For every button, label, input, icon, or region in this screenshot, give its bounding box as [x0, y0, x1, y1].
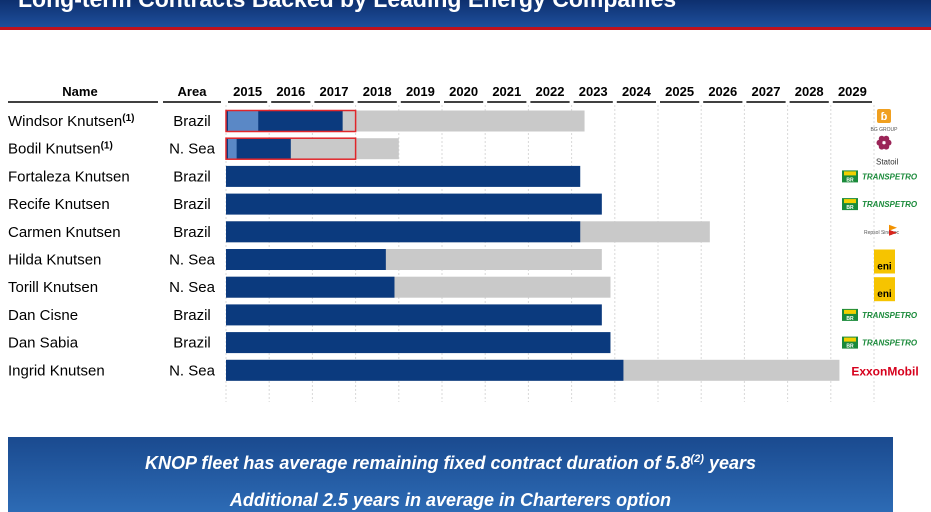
- page-title: Long-term Contracts Backed by Leading En…: [18, 0, 676, 13]
- statoil-logo-petal: [883, 143, 890, 150]
- bg-logo-mark: [877, 109, 891, 123]
- vessel-area: Brazil: [173, 113, 211, 130]
- vessel-name: Bodil Knutsen(1): [8, 141, 113, 158]
- vessel-name: Torill Knutsen: [8, 279, 98, 296]
- year-label: 2024: [622, 84, 652, 99]
- elapsed-period-bar: [228, 138, 237, 160]
- year-label: 2020: [449, 84, 478, 99]
- summary-line-1: KNOP fleet has average remaining fixed c…: [145, 453, 756, 473]
- statoil-logo-text: Statoil: [876, 158, 898, 167]
- year-label: 2027: [752, 84, 781, 99]
- year-label: 2029: [838, 84, 867, 99]
- vessel-name: Ingrid Knutsen: [8, 362, 105, 379]
- column-header-area: Area: [178, 84, 208, 99]
- year-label: 2019: [406, 84, 435, 99]
- vessel-name: Carmen Knutsen: [8, 224, 121, 241]
- year-label: 2017: [320, 84, 349, 99]
- firm-period-bar: [226, 138, 291, 160]
- firm-period-bar: [226, 165, 581, 187]
- year-label: 2015: [233, 84, 262, 99]
- transpetro-logo-br: BR: [846, 344, 854, 350]
- vessel-name: Hilda Knutsen: [8, 252, 101, 269]
- firm-period-bar: [226, 276, 395, 298]
- bg-logo-text: BG GROUP: [871, 127, 899, 133]
- year-label: 2018: [363, 84, 392, 99]
- vessel-name: Dan Cisne: [8, 307, 78, 324]
- header-bar: Long-term Contracts Backed by Leading En…: [0, 0, 931, 27]
- firm-period-bar: [226, 221, 581, 243]
- transpetro-logo-stripe: [844, 309, 856, 314]
- transpetro-logo-text: TRANSPETRO: [862, 172, 918, 181]
- transpetro-logo-text: TRANSPETRO: [862, 311, 918, 320]
- header-divider: [0, 27, 931, 30]
- transpetro-logo-stripe: [844, 199, 856, 204]
- transpetro-logo-stripe: [844, 337, 856, 342]
- year-label: 2025: [665, 84, 694, 99]
- summary-box: KNOP fleet has average remaining fixed c…: [8, 437, 893, 512]
- vessel-area: Brazil: [173, 196, 211, 213]
- vessel-area: Brazil: [173, 168, 211, 185]
- column-header-name: Name: [62, 84, 97, 99]
- firm-period-bar: [226, 249, 386, 270]
- statoil-logo-petal: [878, 135, 885, 142]
- transpetro-logo-br: BR: [846, 316, 854, 322]
- vessel-area: Brazil: [173, 224, 211, 241]
- vessel-area: N. Sea: [169, 362, 216, 379]
- eni-logo-text: eni: [877, 262, 892, 273]
- firm-period-bar: [226, 332, 611, 354]
- year-label: 2028: [795, 84, 824, 99]
- elapsed-period-bar: [228, 110, 259, 132]
- statoil-logo-petal: [883, 135, 890, 142]
- firm-period-bar: [226, 359, 624, 381]
- firm-period-bar: [226, 193, 602, 215]
- vessel-name: Dan Sabia: [8, 335, 79, 352]
- vessel-area: N. Sea: [169, 279, 216, 296]
- repsol-logo-text: Repsol Sinopec: [864, 230, 900, 236]
- highlight-frame: [225, 137, 357, 160]
- eni-logo-mark: [874, 277, 895, 302]
- bg-logo-glyph: ɓ: [881, 111, 888, 123]
- highlight-frame: [225, 109, 357, 133]
- repsol-logo-mark-2: [889, 229, 897, 236]
- vessel-area: Brazil: [173, 335, 211, 352]
- transpetro-logo-stripe: [844, 171, 856, 176]
- year-label: 2026: [708, 84, 737, 99]
- summary-line-2: Additional 2.5 years in average in Chart…: [229, 490, 672, 510]
- eni-logo-text: eni: [877, 289, 892, 300]
- vessel-area: N. Sea: [169, 141, 216, 158]
- eni-logo-mark: [874, 249, 895, 274]
- year-label: 2022: [536, 84, 565, 99]
- vessel-name: Fortaleza Knutsen: [8, 168, 130, 185]
- transpetro-logo-br: BR: [846, 205, 854, 211]
- repsol-logo-mark: [889, 224, 897, 231]
- firm-period-bar: [226, 304, 602, 326]
- transpetro-logo-br: BR: [846, 177, 854, 183]
- transpetro-logo-text: TRANSPETRO: [862, 200, 918, 209]
- vessel-area: N. Sea: [169, 252, 216, 269]
- transpetro-logo-text: TRANSPETRO: [862, 339, 918, 348]
- year-label: 2021: [492, 84, 521, 99]
- contract-chart: Name Area 2015 2016 2017 2018 2019 2020 2021 2022…: [8, 84, 919, 402]
- vessel-area: Brazil: [173, 307, 211, 324]
- exxonmobil-logo-text: ExxonMobil: [851, 364, 918, 378]
- year-label: 2016: [276, 84, 305, 99]
- vessel-name: Recife Knutsen: [8, 196, 110, 213]
- year-label: 2023: [579, 84, 608, 99]
- vessel-name: Windsor Knutsen(1): [8, 113, 134, 130]
